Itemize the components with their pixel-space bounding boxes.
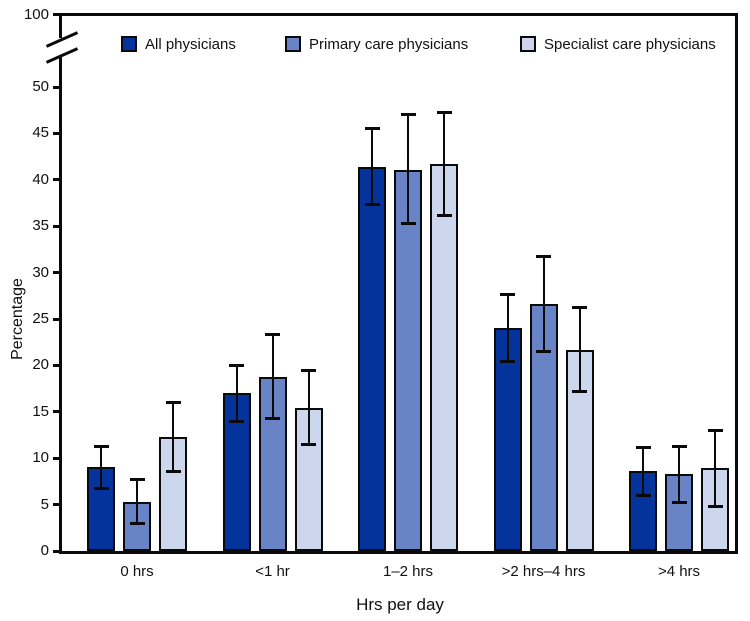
error-bar-cap-top — [364, 127, 380, 131]
y-axis-tick-label: 0 — [40, 542, 49, 559]
y-axis-tick — [53, 363, 62, 367]
error-bar-cap-bottom — [635, 493, 651, 497]
bar — [701, 468, 729, 551]
y-axis-tick-label: 5 — [40, 495, 49, 513]
error-bar-cap-bottom — [93, 487, 109, 491]
error-bar-line — [506, 294, 509, 362]
error-bar-cap-top — [635, 445, 651, 449]
y-axis-tick — [53, 131, 62, 135]
error-bar-cap-bottom — [265, 416, 280, 420]
legend-item: Specialist care physicians — [520, 34, 716, 54]
y-axis-tick-label: 40 — [32, 170, 49, 188]
error-bar-line — [307, 370, 310, 445]
error-bar-line — [443, 112, 445, 216]
error-bar-cap-top — [265, 333, 280, 337]
error-bar-line — [100, 446, 102, 489]
legend-swatch — [520, 36, 536, 52]
y-axis-tick — [53, 456, 62, 460]
error-bar-cap-bottom — [400, 221, 416, 225]
error-bar-line — [407, 114, 409, 224]
error-bar-cap-bottom — [301, 442, 316, 446]
error-bar-cap-bottom — [671, 501, 687, 505]
error-bar-line — [271, 334, 274, 419]
error-bar-cap-top — [500, 293, 515, 297]
error-bar-cap-top — [165, 401, 181, 405]
error-bar-cap-bottom — [129, 521, 145, 525]
error-bar-line — [136, 479, 138, 524]
error-bar-cap-bottom — [436, 213, 452, 217]
y-axis-line — [59, 57, 62, 554]
y-axis-tick-label: 45 — [32, 124, 49, 142]
y-axis-tick-label: 10 — [32, 449, 49, 467]
x-axis-category-label: 0 hrs — [120, 563, 154, 580]
legend-item: All physicians — [121, 34, 236, 54]
y-axis-tick-label: 35 — [32, 217, 49, 235]
y-axis-tick-label: 15 — [32, 402, 49, 420]
x-axis-category-label: <1 hr — [255, 563, 290, 580]
y-axis-tick — [53, 410, 62, 414]
bar — [394, 169, 422, 551]
error-bar-cap-bottom — [229, 419, 244, 423]
y-axis-tick — [53, 549, 62, 553]
error-bar-line — [678, 446, 680, 503]
plot-area — [62, 13, 738, 554]
error-bar-cap-top — [536, 255, 551, 259]
y-axis-tick — [53, 317, 62, 321]
y-axis-tick-label: 100 — [23, 6, 49, 23]
legend-label: Primary care physicians — [309, 35, 469, 53]
error-bar-line — [371, 128, 373, 205]
error-bar-line — [714, 430, 716, 507]
y-axis-tick — [53, 13, 62, 16]
error-bar-cap-bottom — [707, 504, 723, 508]
y-axis-tick — [53, 271, 62, 275]
error-bar-cap-bottom — [364, 203, 380, 207]
y-axis-tick-label: 30 — [32, 263, 49, 281]
legend-label: All physicians — [145, 35, 236, 53]
y-axis-tick — [53, 85, 62, 89]
error-bar-cap-top — [572, 306, 587, 310]
error-bar-cap-bottom — [536, 349, 551, 353]
legend-label: Specialist care physicians — [544, 35, 716, 53]
y-axis-tick-label: 50 — [32, 78, 49, 95]
error-bar-cap-bottom — [572, 389, 587, 393]
legend-swatch — [121, 36, 137, 52]
error-bar-line — [235, 365, 238, 422]
error-bar-cap-bottom — [500, 360, 515, 364]
y-axis-tick-label: 20 — [32, 356, 49, 374]
error-bar-line — [542, 256, 545, 352]
x-axis-category-label: >2 hrs–4 hrs — [501, 563, 586, 580]
bar — [430, 164, 458, 551]
error-bar-cap-bottom — [165, 469, 181, 473]
bar — [358, 166, 386, 551]
y-axis-tick — [53, 503, 62, 507]
bar — [222, 393, 251, 551]
error-bar-cap-top — [93, 444, 109, 448]
error-bar-cap-top — [301, 369, 316, 373]
error-bar-cap-top — [400, 113, 416, 117]
bar — [258, 377, 287, 551]
error-bar-cap-top — [229, 363, 244, 367]
error-bar-line — [172, 402, 174, 472]
bar — [493, 328, 522, 551]
y-axis-tick — [53, 178, 62, 182]
error-bar-cap-top — [436, 111, 452, 115]
error-bar-cap-top — [671, 444, 687, 448]
x-axis-category-label: >4 hrs — [657, 563, 701, 580]
error-bar-cap-top — [707, 428, 723, 432]
y-axis-line — [59, 13, 62, 38]
error-bar-line — [578, 307, 581, 392]
legend-swatch — [285, 36, 301, 52]
y-axis-tick — [53, 224, 62, 228]
x-axis-category-label: 1–2 hrs — [382, 563, 434, 580]
error-bar-cap-top — [129, 478, 145, 482]
y-axis-tick-label: 25 — [32, 310, 49, 327]
legend-item: Primary care physicians — [285, 34, 468, 54]
error-bar-line — [642, 447, 644, 496]
x-axis-title: Hrs per day — [356, 595, 444, 614]
